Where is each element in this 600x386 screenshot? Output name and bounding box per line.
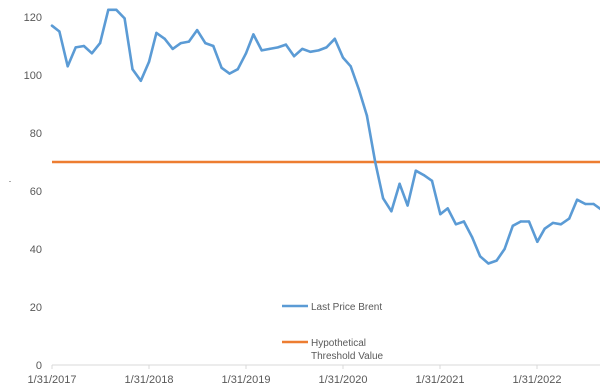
brent-price-point: [551, 221, 555, 225]
brent-price-point: [228, 72, 231, 75]
x-tick-label: 1/31/2018: [125, 374, 174, 386]
brent-price-point: [90, 52, 94, 55]
brent-price-point: [333, 37, 336, 40]
brent-price-point: [495, 259, 498, 262]
brent-price-point: [244, 52, 248, 55]
brent-price-point: [195, 28, 199, 32]
brent-price-point: [147, 60, 151, 64]
brent-price-point: [478, 255, 482, 258]
y-tick-label: 100: [24, 70, 42, 82]
brent-price-point: [446, 207, 449, 210]
brent-price-point: [584, 202, 587, 206]
brent-price-point: [374, 160, 377, 164]
brent-price-point: [414, 169, 417, 172]
brent-price-point: [220, 66, 223, 70]
brent-price-point: [301, 47, 304, 51]
y-tick-label: 20: [30, 302, 42, 314]
y-tick-label: 0: [36, 360, 42, 372]
x-tick-label: 1/31/2022: [513, 374, 562, 386]
brent-price-point: [349, 65, 352, 68]
brent-price-point: [155, 31, 158, 35]
brent-price-point: [276, 46, 280, 49]
brent-price-point: [252, 33, 255, 36]
brent-price-point: [163, 37, 166, 40]
brent-price-point: [406, 204, 409, 207]
brent-price-point: [82, 44, 86, 48]
brent-price-point: [268, 47, 271, 51]
y-tick-label: 40: [30, 244, 42, 256]
legend-label-brent: Last Price Brent: [311, 302, 382, 313]
brent-price-point: [471, 236, 474, 239]
brent-price-point: [430, 179, 434, 182]
brent-price-point: [503, 247, 506, 251]
brent-price-point: [559, 223, 563, 226]
brent-price-point: [527, 220, 531, 223]
brent-price-point: [131, 68, 134, 71]
brent-price-point: [236, 68, 239, 71]
legend: Last Price Brent Hypothetical Threshold Va…: [282, 302, 384, 362]
brent-price-point: [50, 24, 54, 27]
brent-price-point: [284, 43, 288, 46]
brent-price-point: [543, 227, 546, 230]
x-tick-label: 1/31/2019: [222, 374, 271, 386]
brent-price-point: [107, 8, 110, 11]
brent-price-point: [511, 224, 514, 227]
x-tick-label: 1/31/2017: [28, 374, 77, 386]
brent-price-point: [74, 46, 77, 49]
brent-price-point: [66, 65, 69, 68]
brent-price-point: [123, 17, 126, 20]
legend-label-threshold: Threshold Value: [311, 351, 384, 362]
brent-price-point: [439, 213, 442, 216]
brent-price-point: [204, 41, 207, 45]
brent-price-point: [292, 55, 296, 58]
brent-price-point: [575, 198, 579, 201]
y-axis: 0 20 40 60 80 100 120: [24, 12, 42, 372]
brent-price-point: [536, 240, 539, 243]
brent-price-point: [317, 49, 320, 52]
y-tick-label: 80: [30, 128, 42, 140]
brent-price-point: [58, 30, 61, 33]
brent-price-point: [187, 40, 191, 43]
brent-price-point: [365, 114, 369, 117]
brent-price-point: [568, 217, 571, 220]
y-tick-label: 120: [24, 12, 42, 24]
brent-price-point: [390, 210, 393, 213]
brent-price-point: [179, 41, 183, 45]
brent-price-point: [260, 49, 263, 52]
brent-price-point: [171, 47, 174, 51]
brent-price-point: [139, 79, 142, 83]
brent-price-point: [357, 88, 361, 91]
brent-price-point: [487, 262, 490, 265]
brent-price-point: [381, 197, 385, 200]
legend-label-threshold: Hypothetical: [311, 338, 366, 349]
brent-price-point: [341, 56, 345, 59]
brent-price-point: [454, 223, 458, 226]
brent-price-point: [398, 182, 401, 185]
brent-price-point: [309, 50, 312, 53]
brent-price-point: [462, 220, 466, 223]
x-tick-label: 1/31/2020: [319, 374, 368, 386]
y-tick-label: 60: [30, 186, 42, 198]
brent-price-point: [115, 8, 118, 11]
brent-price-point: [325, 46, 328, 49]
brent-price-point: [422, 173, 425, 177]
x-tick-label: 1/31/2021: [416, 374, 465, 386]
x-axis: 1/31/2017 1/31/2018 1/31/2019 1/31/2020 1/31…: [28, 364, 600, 386]
brent-price-point: [212, 44, 215, 48]
brent-price-point: [519, 220, 522, 223]
brent-price-point: [592, 202, 595, 206]
plot-area: [50, 8, 600, 265]
brent-price-point: [98, 41, 102, 45]
